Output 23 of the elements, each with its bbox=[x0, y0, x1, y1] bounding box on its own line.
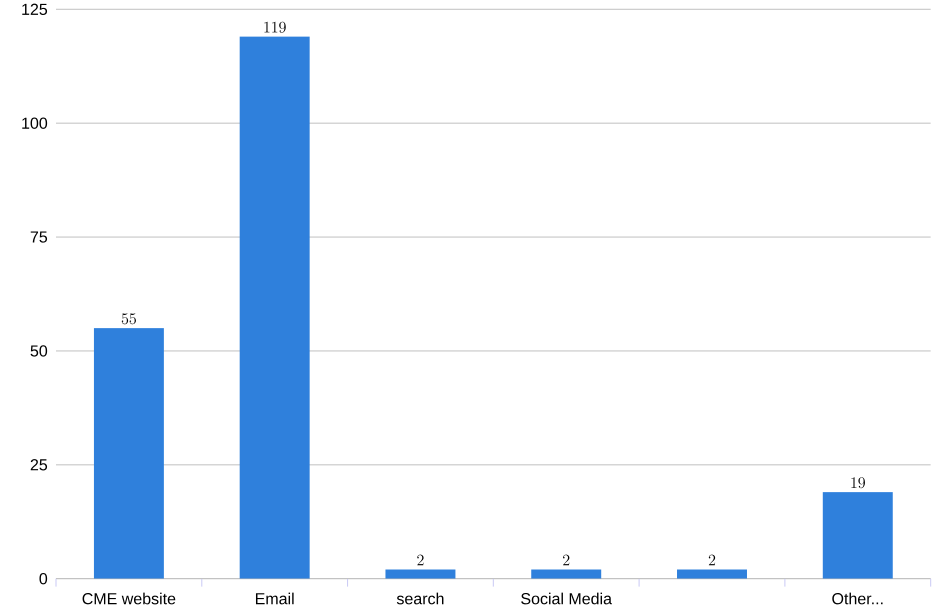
data-label: 55 bbox=[122, 313, 136, 324]
data-label: 2 bbox=[563, 554, 570, 566]
data-label: 119 bbox=[264, 22, 286, 33]
x-tick-label: Other... bbox=[832, 592, 883, 604]
x-tick-label: Email bbox=[256, 592, 294, 604]
bar bbox=[822, 492, 893, 579]
bar bbox=[240, 36, 310, 579]
data-label: 2 bbox=[708, 554, 716, 566]
y-tick-label: 125 bbox=[22, 4, 48, 15]
y-tick-label: 100 bbox=[22, 118, 48, 129]
x-tick-label: search bbox=[396, 592, 444, 604]
bar bbox=[677, 570, 747, 579]
bar bbox=[385, 570, 456, 579]
x-tick-label: CME website bbox=[82, 592, 176, 604]
y-tick-label: 75 bbox=[30, 231, 48, 243]
data-label: 19 bbox=[851, 477, 865, 488]
bar bbox=[94, 328, 164, 579]
y-tick-label: 25 bbox=[30, 459, 48, 470]
y-tick-label: 50 bbox=[30, 345, 48, 357]
y-tick-label: 0 bbox=[39, 573, 48, 584]
bar bbox=[531, 570, 602, 579]
data-label: 2 bbox=[417, 554, 424, 566]
x-tick-label: Social Media bbox=[521, 592, 612, 604]
